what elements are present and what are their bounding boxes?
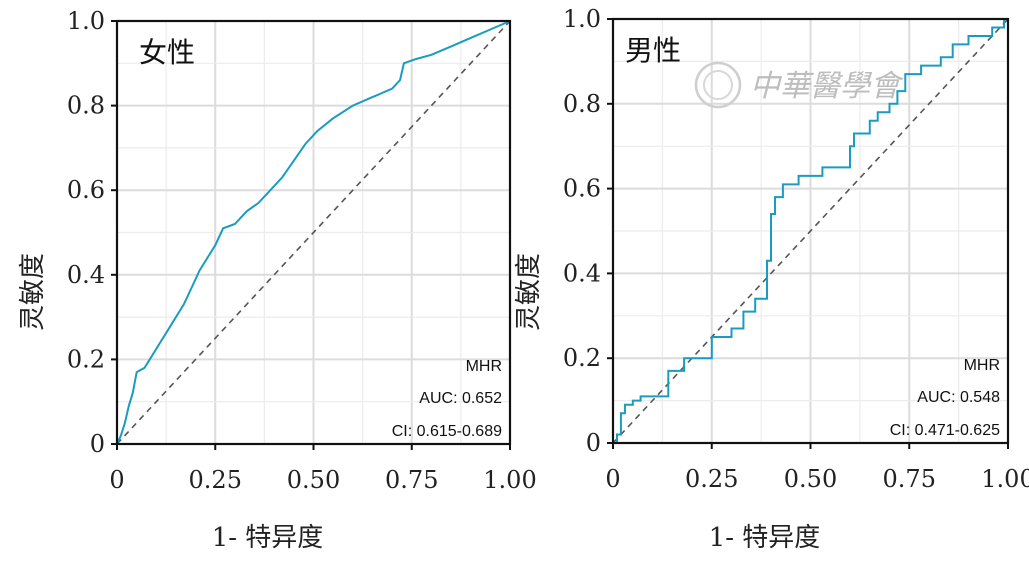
y-tick-label-male: 0.6 (563, 175, 601, 203)
y-tick-label-male: 0.4 (563, 259, 601, 287)
panel-female: 0 0.25 0.50 0.75 1.00 0 0.2 0.4 0.6 0.8 1.0 女性 MH… (18, 7, 537, 553)
roc-curve-female (116, 20, 511, 445)
y-axis-title-male: 灵敏度 (514, 253, 544, 331)
x-tick-label-male: 0 (605, 465, 620, 493)
x-tick-label-male: 0.25 (685, 465, 738, 493)
x-ticks-female: 0 0.25 0.50 0.75 1.00 (109, 444, 537, 494)
y-tick-label-female: 0.4 (67, 261, 105, 289)
panel-male: 0 0.25 0.50 0.75 1.00 0 0.2 0.4 0.6 0.8 1.0 男性 MH… (514, 5, 1029, 553)
panel-label-male: 男性 (625, 34, 681, 67)
y-tick-label-female: 0 (90, 430, 105, 458)
x-tick-label-female: 0 (109, 466, 124, 494)
y-tick-label-female: 0.2 (67, 345, 105, 373)
x-tick-label-female: 1.00 (483, 466, 536, 494)
y-ticks-male: 0 0.2 0.4 0.6 0.8 1.0 (563, 5, 613, 457)
roc-curve-male (613, 18, 1008, 444)
x-tick-label-female: 0.75 (385, 466, 438, 494)
x-tick-label-male: 0.50 (784, 465, 837, 493)
panel-label-female: 女性 (139, 36, 195, 69)
y-tick-label-female: 0.6 (67, 176, 105, 204)
y-axis-title-female: 灵敏度 (18, 253, 48, 331)
watermark-text: 中華醫學會 (750, 69, 904, 104)
x-axis-title-female: 1- 特异度 (212, 523, 324, 553)
watermark-seal-inner-icon (703, 70, 733, 100)
y-tick-label-male: 0 (586, 429, 601, 457)
y-tick-label-male: 0.2 (563, 344, 601, 372)
x-axis-title-male: 1- 特异度 (709, 523, 821, 553)
reference-diagonal-male (612, 18, 1009, 444)
watermark-seal-icon (694, 61, 742, 109)
x-tick-label-female: 0.50 (287, 466, 340, 494)
legend-auc-female: AUC: 0.652 (419, 390, 502, 407)
y-tick-label-male: 1.0 (563, 5, 601, 33)
x-tick-label-male: 1.00 (981, 465, 1029, 493)
x-ticks-male: 0 0.25 0.50 0.75 1.00 (605, 443, 1029, 493)
legend-ci-female: CI: 0.615-0.689 (392, 423, 502, 440)
x-tick-label-female: 0.25 (189, 466, 242, 494)
grid-male (612, 18, 1009, 444)
legend-ci-male: CI: 0.471-0.625 (890, 422, 1000, 439)
x-tick-label-male: 0.75 (883, 465, 936, 493)
y-tick-label-male: 0.8 (563, 90, 601, 118)
reference-diagonal-female (116, 20, 511, 445)
y-tick-label-female: 1.0 (67, 7, 105, 35)
y-tick-label-female: 0.8 (67, 92, 105, 120)
watermark: 中華醫學會 (694, 61, 904, 109)
y-ticks-female: 0 0.2 0.4 0.6 0.8 1.0 (67, 7, 117, 458)
legend-title-male: MHR (964, 357, 1000, 374)
legend-auc-male: AUC: 0.548 (917, 389, 1000, 406)
legend-title-female: MHR (466, 358, 502, 375)
